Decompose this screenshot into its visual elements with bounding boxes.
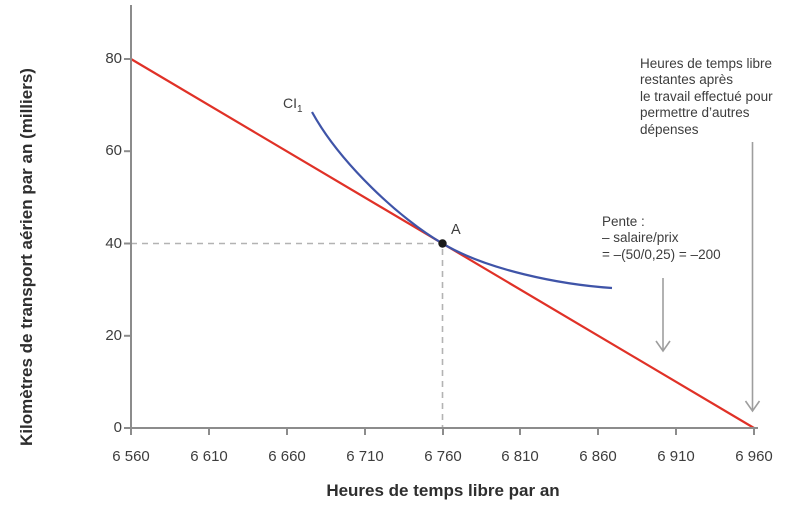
y-tick-0: 0: [113, 419, 122, 436]
free-time-annotation: Heures de temps libre restantes après le…: [640, 56, 773, 137]
y-axis-title: Kilomètres de transport aérien par an (m…: [17, 68, 36, 446]
x-tick-6810: 6 810: [501, 448, 539, 465]
x-tick-6910: 6 910: [657, 448, 695, 465]
x-tick-6860: 6 860: [579, 448, 617, 465]
point-a-marker: [438, 239, 447, 248]
x-tick-6760: 6 760: [424, 448, 462, 465]
slope-annotation: Pente : – salaire/prix = –(50/0,25) = –2…: [602, 214, 721, 262]
x-tick-6710: 6 710: [346, 448, 384, 465]
indifference-curve-label: CI1: [283, 95, 303, 115]
slope-arrow: [655, 278, 671, 353]
curve-label-base: CI: [283, 95, 297, 111]
x-tick-6560: 6 560: [112, 448, 150, 465]
y-tick-20: 20: [105, 326, 122, 344]
x-tick-6660: 6 660: [268, 448, 306, 465]
y-tick-40: 40: [105, 234, 122, 252]
x-axis-ticks: [130, 428, 755, 435]
x-tick-6610: 6 610: [190, 448, 228, 465]
x-axis-title: Heures de temps libre par an: [326, 481, 560, 500]
point-a-label: A: [451, 222, 461, 238]
y-tick-60: 60: [105, 142, 122, 160]
x-tick-6960: 6 960: [735, 448, 773, 465]
y-tick-80: 80: [105, 50, 122, 67]
curve-label-subscript: 1: [297, 103, 303, 115]
free-time-arrow: [744, 142, 761, 413]
y-axis-ticks: [124, 58, 131, 429]
indifference-curve: [311, 111, 613, 290]
